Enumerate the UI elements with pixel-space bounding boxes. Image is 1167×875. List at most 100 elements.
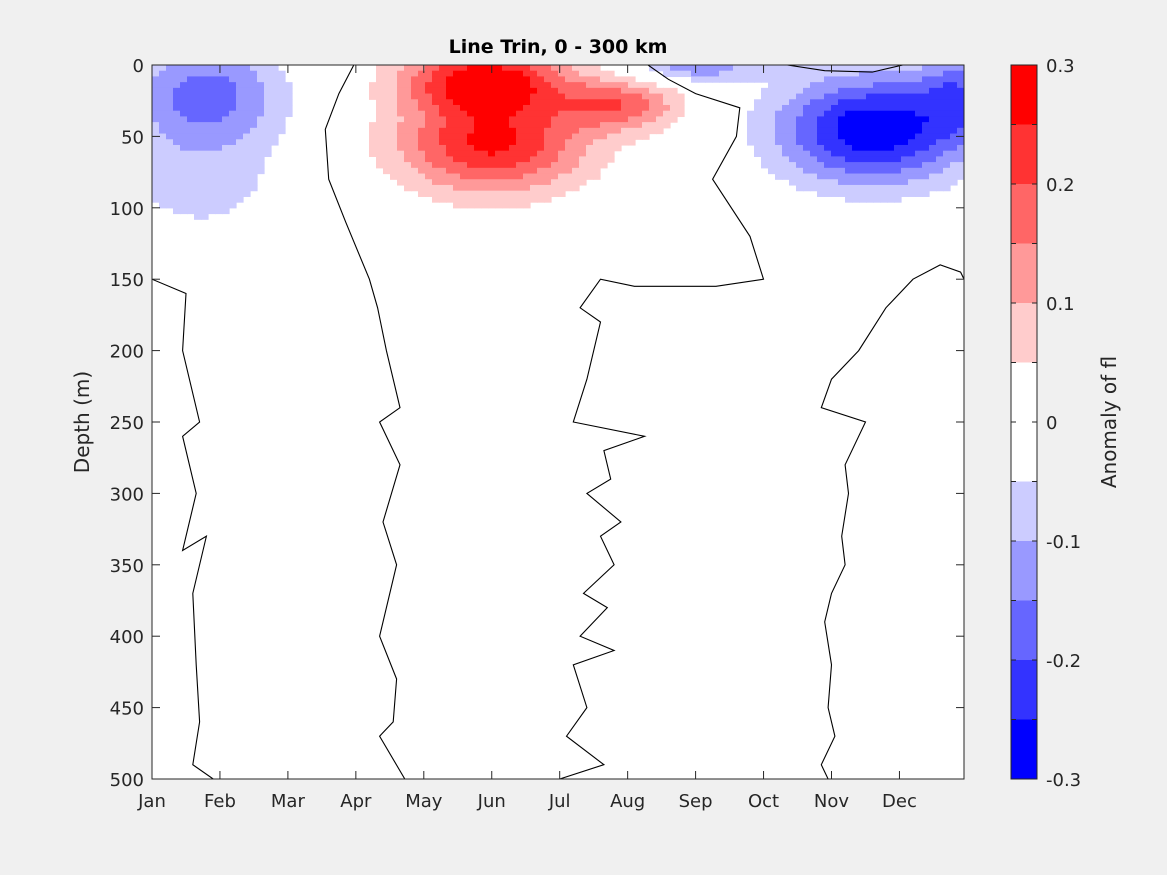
contour-cell [474,179,482,186]
contour-cell [901,156,909,163]
contour-cell [607,122,615,129]
contour-cell [236,162,244,169]
contour-cell [908,116,916,123]
contour-cell [446,82,454,89]
contour-cell [635,104,643,112]
contour-cell [264,76,272,83]
contour-cell [943,127,951,135]
contour-cell [460,99,468,106]
contour-cell [579,156,587,163]
contour-cell [768,162,776,169]
contour-cell [474,167,482,175]
contour-cell [845,70,853,78]
contour-cell [383,65,391,72]
contour-cell [530,173,538,180]
contour-cell [502,190,510,197]
contour-cell [495,116,503,123]
contour-cell [838,70,846,78]
contour-cell [369,87,377,95]
contour-cell [229,150,237,157]
contour-cell [467,110,475,118]
contour-cell [600,162,608,169]
contour-cell [887,139,895,146]
contour-cell [579,133,587,140]
contour-cell [768,76,776,83]
contour-cell [614,116,622,123]
contour-cell [152,167,160,175]
contour-cell [523,99,531,106]
contour-cell [579,99,587,106]
contour-cell [404,82,412,89]
contour-cell [383,122,391,129]
contour-cell [208,144,216,152]
contour-cell [495,196,503,203]
contour-cell [887,190,895,197]
contour-cell [180,76,188,83]
contour-cell [761,93,769,100]
contour-cell [516,190,524,197]
contour-cell [887,116,895,123]
contour-cell [747,122,755,129]
contour-cell [670,93,678,100]
contour-cell [684,65,692,72]
contour-cell [775,76,783,83]
contour-cell [810,65,818,72]
contour-cell [894,99,902,106]
contour-cell [852,99,860,106]
contour-cell [173,82,181,89]
contour-cell [796,127,804,135]
contour-cell [558,133,566,140]
contour-cell [397,139,405,146]
contour-cell [824,133,832,140]
contour-cell [572,110,580,118]
contour-cell [439,82,447,89]
contour-cell [705,76,713,83]
contour-cell [159,173,167,180]
contour-cell [572,116,580,123]
contour-cell [383,133,391,140]
contour-cell [523,150,531,157]
contour-cell [775,167,783,175]
contour-cell [873,76,881,83]
contour-cell [754,70,762,78]
contour-cell [887,99,895,106]
contour-cell [411,70,419,78]
contour-cell [278,116,286,123]
contour-cell [565,173,573,180]
contour-cell [250,139,258,146]
contour-cell [509,184,517,192]
contour-cell [257,122,265,129]
contour-cell [663,110,671,118]
contour-cell [852,93,860,100]
contour-cell [243,173,251,180]
contour-cell [194,196,202,203]
contour-cell [166,99,174,106]
contour-cell [950,167,958,175]
contour-cell [460,76,468,83]
contour-cell [166,139,174,146]
contour-cell [502,122,510,129]
contour-cell [950,76,958,83]
contour-cell [383,156,391,163]
contour-cell [488,173,496,180]
x-tick-label: Jun [477,791,506,812]
contour-cell [194,127,202,135]
contour-cell [943,150,951,157]
contour-cell [796,99,804,106]
contour-cell [845,116,853,123]
contour-cell [544,167,552,175]
contour-cell [852,116,860,123]
contour-cell [369,122,377,129]
contour-cell [663,87,671,95]
contour-cell [635,116,643,123]
contour-cell [215,65,223,72]
contour-cell [782,133,790,140]
contour-cell [425,133,433,140]
contour-cell [271,110,279,118]
contour-cell [376,110,384,118]
contour-cell [411,173,419,180]
contour-cell [208,65,216,72]
contour-cell [628,122,636,129]
contour-cell [418,93,426,100]
contour-cell [873,93,881,100]
